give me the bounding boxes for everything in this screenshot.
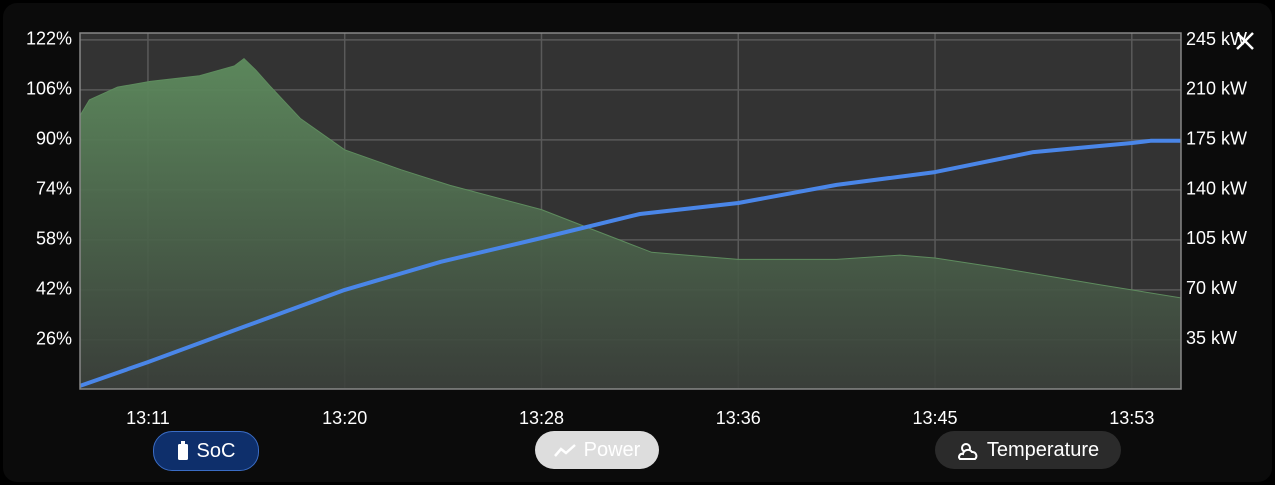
y2-tick-label: 140 kW [1186,178,1247,198]
y-tick-label: 106% [26,79,72,99]
soc-button[interactable]: SoC [153,431,259,471]
soc-line [79,138,1181,388]
x-tick-label: 13:45 [913,408,958,428]
y2-tick-label: 210 kW [1186,79,1247,99]
x-tick-label: 13:28 [519,408,564,428]
y2-tick-label: 175 kW [1186,129,1247,149]
power-button[interactable]: Power [535,431,659,469]
y-tick-label: 42% [36,279,72,299]
y-tick-label: 26% [36,329,72,349]
y2-tick-label: 245 kW [1186,29,1247,49]
power-area [79,57,1182,390]
button-label: Power [583,438,641,461]
x-tick-label: 13:53 [1109,408,1154,428]
button-label: Temperature [986,438,1100,461]
close-icon[interactable] [1236,32,1254,50]
y-tick-label: 122% [26,29,72,49]
y2-tick-label: 70 kW [1186,278,1237,298]
battery-icon [177,441,188,460]
plot-border [79,32,1182,390]
weather-icon [957,443,978,460]
y2-tick-label: 105 kW [1186,228,1247,248]
x-tick-label: 13:20 [322,408,367,428]
y-tick-label: 74% [36,179,72,199]
y-tick-label: 58% [36,229,72,249]
x-tick-label: 13:11 [126,408,170,428]
x-tick-label: 13:36 [716,408,761,428]
button-label: SoC [196,439,236,462]
y-tick-label: 90% [36,129,72,149]
temperature-button[interactable]: Temperature [935,431,1121,469]
trend-icon [553,444,576,457]
y2-tick-label: 35 kW [1186,328,1237,348]
